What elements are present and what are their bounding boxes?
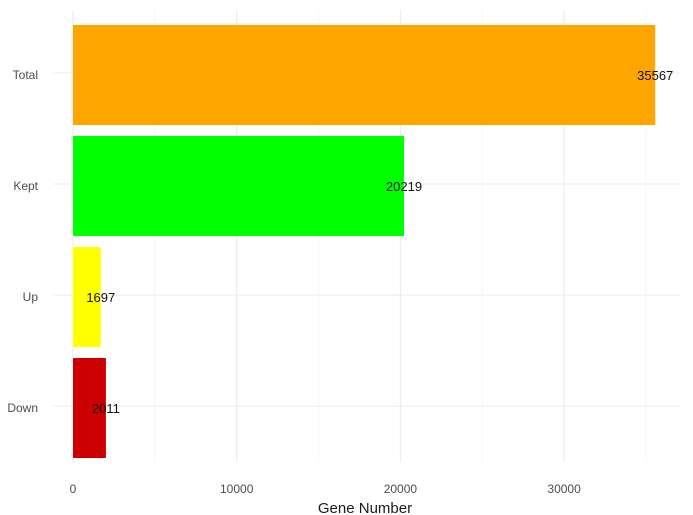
x-axis: 0 10000 20000 30000 [70,482,581,496]
x-tick-label: 10000 [220,482,254,496]
x-tick-label: 30000 [547,482,581,496]
y-tick-label-up: Up [23,290,39,304]
data-label-total: 35567 [637,68,673,83]
x-axis-title: Gene Number [318,500,412,515]
bar-down [73,358,106,458]
data-label-down: 2011 [92,401,120,416]
data-labels-layer: 35567 20219 1697 2011 [86,68,673,416]
y-tick-label-total: Total [13,68,38,82]
y-axis: Total Kept Up Down [7,68,38,415]
data-label-kept: 20219 [386,179,422,194]
bar-kept [73,136,404,236]
bars-layer [73,25,656,458]
x-tick-label: 0 [70,482,77,496]
y-tick-label-down: Down [7,401,38,415]
data-label-up: 1697 [86,290,115,305]
x-tick-label: 20000 [384,482,418,496]
bar-up [73,247,101,347]
y-tick-label-kept: Kept [13,179,38,193]
bar-total [73,25,656,125]
